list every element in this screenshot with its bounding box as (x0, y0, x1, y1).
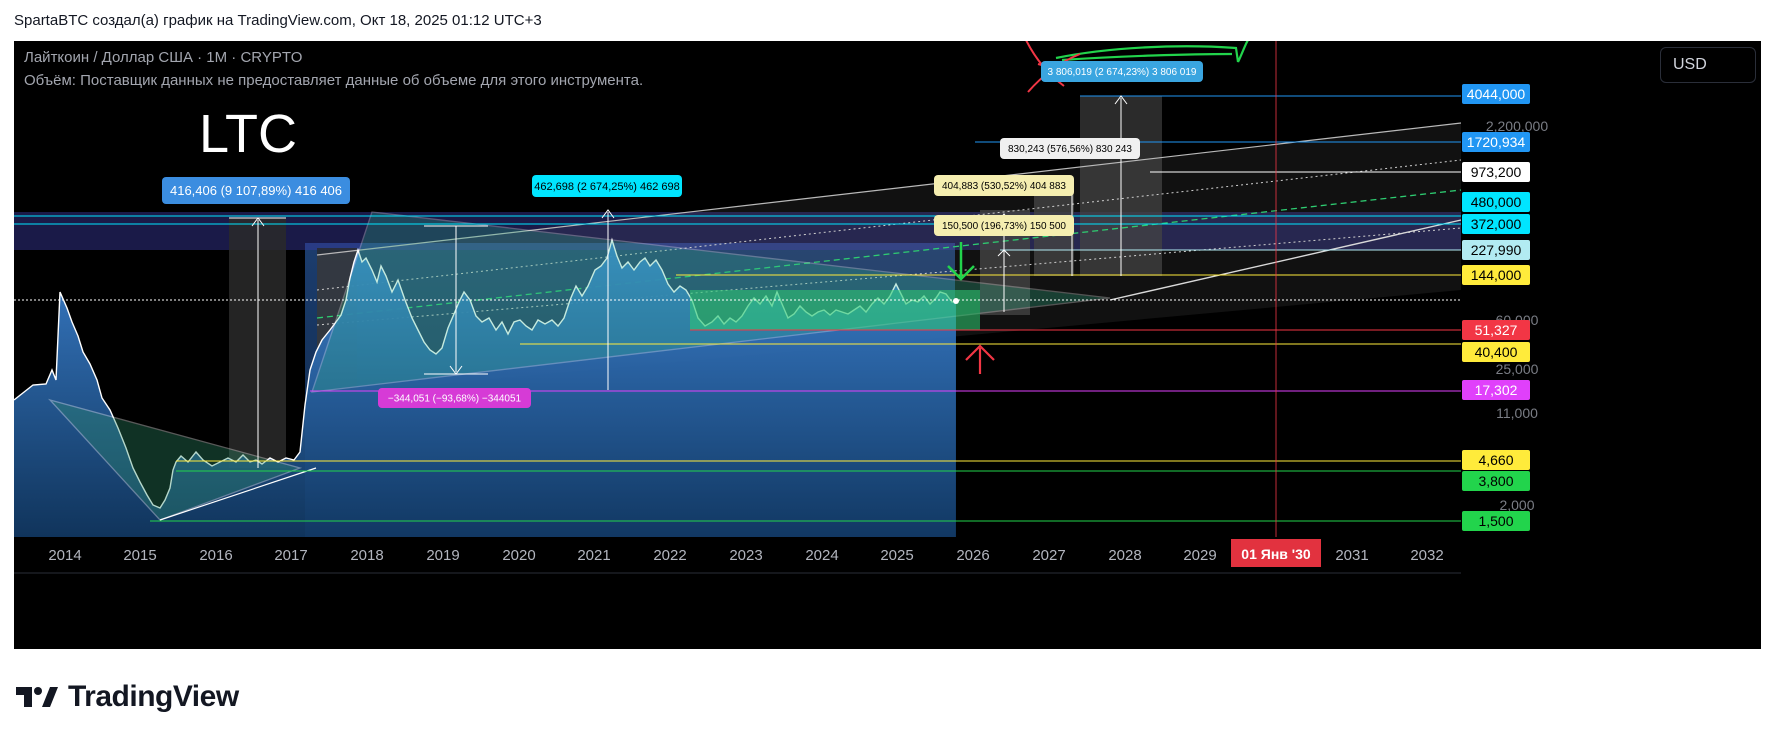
measure-label-bg (934, 215, 1074, 236)
current-range-box (690, 290, 980, 330)
measure-label: 462,698 (2 674,25%) 462 698 (534, 181, 680, 193)
triangle-edge (159, 467, 317, 521)
price-label-bg (1462, 132, 1530, 152)
price-axis-tick: 2,000 (1499, 497, 1534, 513)
measure-label: 3 806,019 (2 674,23%) 3 806 019 (1047, 67, 1196, 78)
price-label: 144,000 (1471, 267, 1522, 283)
time-axis-tick: 2014 (48, 547, 81, 564)
measure-label-bg (162, 177, 350, 204)
channel-upper-line (316, 122, 1462, 256)
price-label-bg (1462, 511, 1530, 531)
measure-label-bg (934, 175, 1074, 196)
price-axis-tick: 25,000 (1496, 361, 1539, 377)
current-price-dot (953, 298, 959, 304)
price-label: 40,400 (1475, 344, 1518, 360)
channel-lower-line (1109, 219, 1462, 301)
date-highlight-label: 01 Янв '30 (1241, 546, 1311, 562)
measure-label: 416,406 (9 107,89%) 416 406 (170, 183, 342, 198)
price-label: 227,990 (1471, 242, 1522, 258)
channel-dotted-line (316, 159, 1462, 291)
price-label: 51,327 (1475, 322, 1518, 338)
ticker-label: LTC (199, 104, 297, 164)
price-label-bg (1462, 380, 1530, 400)
time-axis-tick: 2031 (1335, 547, 1368, 564)
time-axis-tick: 2017 (274, 547, 307, 564)
price-axis-tick: 11,000 (1496, 405, 1538, 421)
time-axis-tick: 2026 (956, 547, 989, 564)
price-axis-labels: 4044,000 1720,934 973,200 480,000 372,000 227… (1462, 84, 1530, 531)
price-label-bg (1462, 471, 1530, 491)
price-label-bg (1462, 84, 1530, 104)
time-axis-tick: 2029 (1183, 547, 1216, 564)
price-label: 973,200 (1471, 164, 1522, 180)
time-axis-tick: 2018 (350, 547, 383, 564)
symbol-line: Лайткоин / Доллар США · 1M · CRYPTO (24, 49, 302, 66)
measure-label-bg (1000, 138, 1140, 159)
time-axis-tick: 2020 (502, 547, 535, 564)
price-axis-tick: 2,200,000 (1486, 118, 1548, 134)
price-label: 372,000 (1471, 216, 1522, 232)
channel-dotted-line (316, 227, 1462, 326)
measure-labels: 416,406 (9 107,89%) 416 406 462,698 (2 67… (162, 61, 1203, 408)
channel-green-dashed (316, 189, 1462, 319)
time-axis-tick: 2032 (1410, 547, 1443, 564)
tradingview-logo-icon (16, 687, 58, 707)
price-label-bg (1462, 192, 1530, 212)
price-label-bg (1462, 265, 1530, 285)
price-chart[interactable]: 2014 2015 2016 2017 2018 2019 2020 2021 2022 2023… (14, 41, 1761, 649)
time-axis-tick: 2019 (426, 547, 459, 564)
price-label: 3,800 (1478, 473, 1513, 489)
price-label-bg (1462, 450, 1530, 470)
price-label-bg (1462, 162, 1530, 182)
volume-line: Объём: Поставщик данных не предоставляет… (24, 72, 643, 89)
measure-label: 150,500 (196,73%) 150 500 (942, 221, 1066, 232)
time-axis-tick: 2016 (199, 547, 232, 564)
chart-area[interactable]: 2014 2015 2016 2017 2018 2019 2020 2021 2022 2023… (14, 41, 1761, 649)
time-axis-tick: 2025 (880, 547, 913, 564)
price-label: 17,302 (1475, 382, 1518, 398)
price-label: 480,000 (1471, 194, 1522, 210)
tradingview-logo[interactable]: TradingView (16, 680, 239, 714)
red-up-arrow (965, 344, 995, 374)
price-label-bg (1462, 342, 1530, 362)
green-scribble-annotation (1055, 41, 1249, 63)
price-label-bg (1462, 240, 1530, 260)
time-axis-tick: 2028 (1108, 547, 1141, 564)
brand-name: TradingView (68, 680, 239, 713)
measure-label: −344,051 (−93,68%) −344051 (388, 394, 522, 405)
chart-header-text: SpartaBTC создал(а) график на TradingVie… (14, 12, 542, 29)
measure-label: 830,243 (576,56%) 830 243 (1008, 144, 1132, 155)
price-label-bg (1462, 320, 1530, 340)
measure-label-bg (1041, 61, 1203, 82)
time-axis: 2014 2015 2016 2017 2018 2019 2020 2021 2022 2023… (48, 547, 1443, 564)
price-label-bg (1462, 214, 1530, 234)
measure-label-bg (378, 388, 531, 408)
time-axis-tick: 2015 (123, 547, 156, 564)
measure-label: 404,883 (530,52%) 404 883 (942, 181, 1066, 192)
measure-label-bg (532, 175, 682, 197)
price-label: 4044,000 (1467, 86, 1526, 102)
green-down-arrow (947, 242, 975, 281)
time-axis-tick: 2027 (1032, 547, 1065, 564)
price-label: 1720,934 (1467, 134, 1526, 150)
currency-button[interactable]: USD (1660, 47, 1756, 83)
date-highlight-bg (1231, 539, 1321, 567)
price-label: 1,500 (1478, 513, 1513, 529)
time-axis-tick: 2022 (653, 547, 686, 564)
triangle-pattern-2014 (48, 398, 303, 521)
time-axis-tick: 2021 (577, 547, 610, 564)
time-axis-tick: 2024 (805, 547, 838, 564)
price-label: 4,660 (1478, 452, 1513, 468)
time-axis-bg (14, 537, 1761, 574)
time-axis-tick: 2023 (729, 547, 762, 564)
